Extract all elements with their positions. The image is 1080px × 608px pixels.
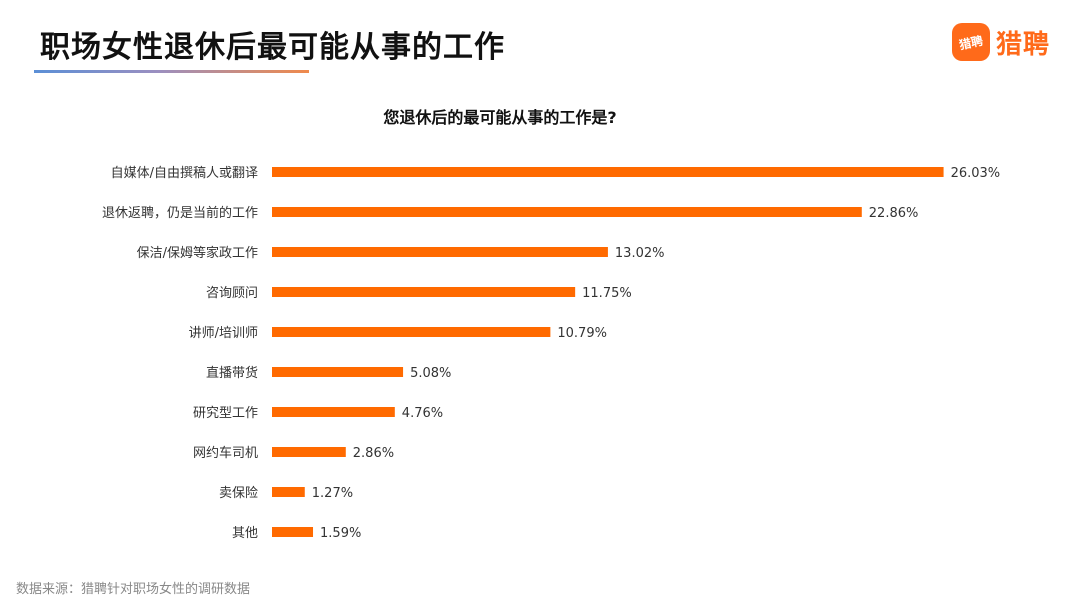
data-source-note: 数据来源：猎聘针对职场女性的调研数据 xyxy=(16,582,251,597)
title-underline xyxy=(34,70,309,73)
value-label: 22.86% xyxy=(869,206,919,221)
chart-title: 您退休后的最可能从事的工作是? xyxy=(383,108,617,127)
category-label: 卖保险 xyxy=(219,486,258,501)
bar-chart: 自媒体/自由撰稿人或翻译 26.03% 退休返聘，仍是当前的工作 22.86% 保洁/保… xyxy=(102,165,1001,541)
category-label: 其他 xyxy=(232,526,258,541)
category-label: 保洁/保姆等家政工作 xyxy=(137,245,258,261)
category-label: 研究型工作 xyxy=(193,406,258,421)
brand-logo: 猎聘 猎聘 xyxy=(952,22,1050,62)
bar xyxy=(272,167,944,177)
value-label: 11.75% xyxy=(582,286,632,301)
value-label: 1.27% xyxy=(312,486,353,501)
value-label: 13.02% xyxy=(615,246,665,261)
value-label: 4.76% xyxy=(402,406,443,421)
logo-badge-label: 猎聘 xyxy=(957,33,985,52)
value-label: 5.08% xyxy=(410,366,451,381)
bar xyxy=(272,487,305,497)
category-label: 咨询顾问 xyxy=(206,286,258,301)
category-label: 讲师/培训师 xyxy=(189,325,258,341)
category-label: 自媒体/自由撰稿人或翻译 xyxy=(111,165,258,181)
category-label: 直播带货 xyxy=(206,365,258,381)
bar xyxy=(272,247,608,257)
bar xyxy=(272,447,346,457)
logo-text: 猎聘 xyxy=(996,29,1051,60)
logo-badge-icon: 猎聘 xyxy=(952,23,990,61)
bar xyxy=(272,327,551,337)
bar xyxy=(272,207,862,217)
category-label: 退休返聘，仍是当前的工作 xyxy=(102,205,258,221)
page-title: 职场女性退休后最可能从事的工作 xyxy=(40,30,505,65)
value-label: 26.03% xyxy=(951,166,1001,181)
bar xyxy=(272,527,314,537)
bar xyxy=(272,367,404,377)
category-label: 网约车司机 xyxy=(193,445,258,461)
bar xyxy=(272,287,576,297)
value-label: 10.79% xyxy=(557,326,607,341)
value-label: 2.86% xyxy=(353,446,394,461)
bar xyxy=(272,407,395,417)
value-label: 1.59% xyxy=(320,526,361,541)
